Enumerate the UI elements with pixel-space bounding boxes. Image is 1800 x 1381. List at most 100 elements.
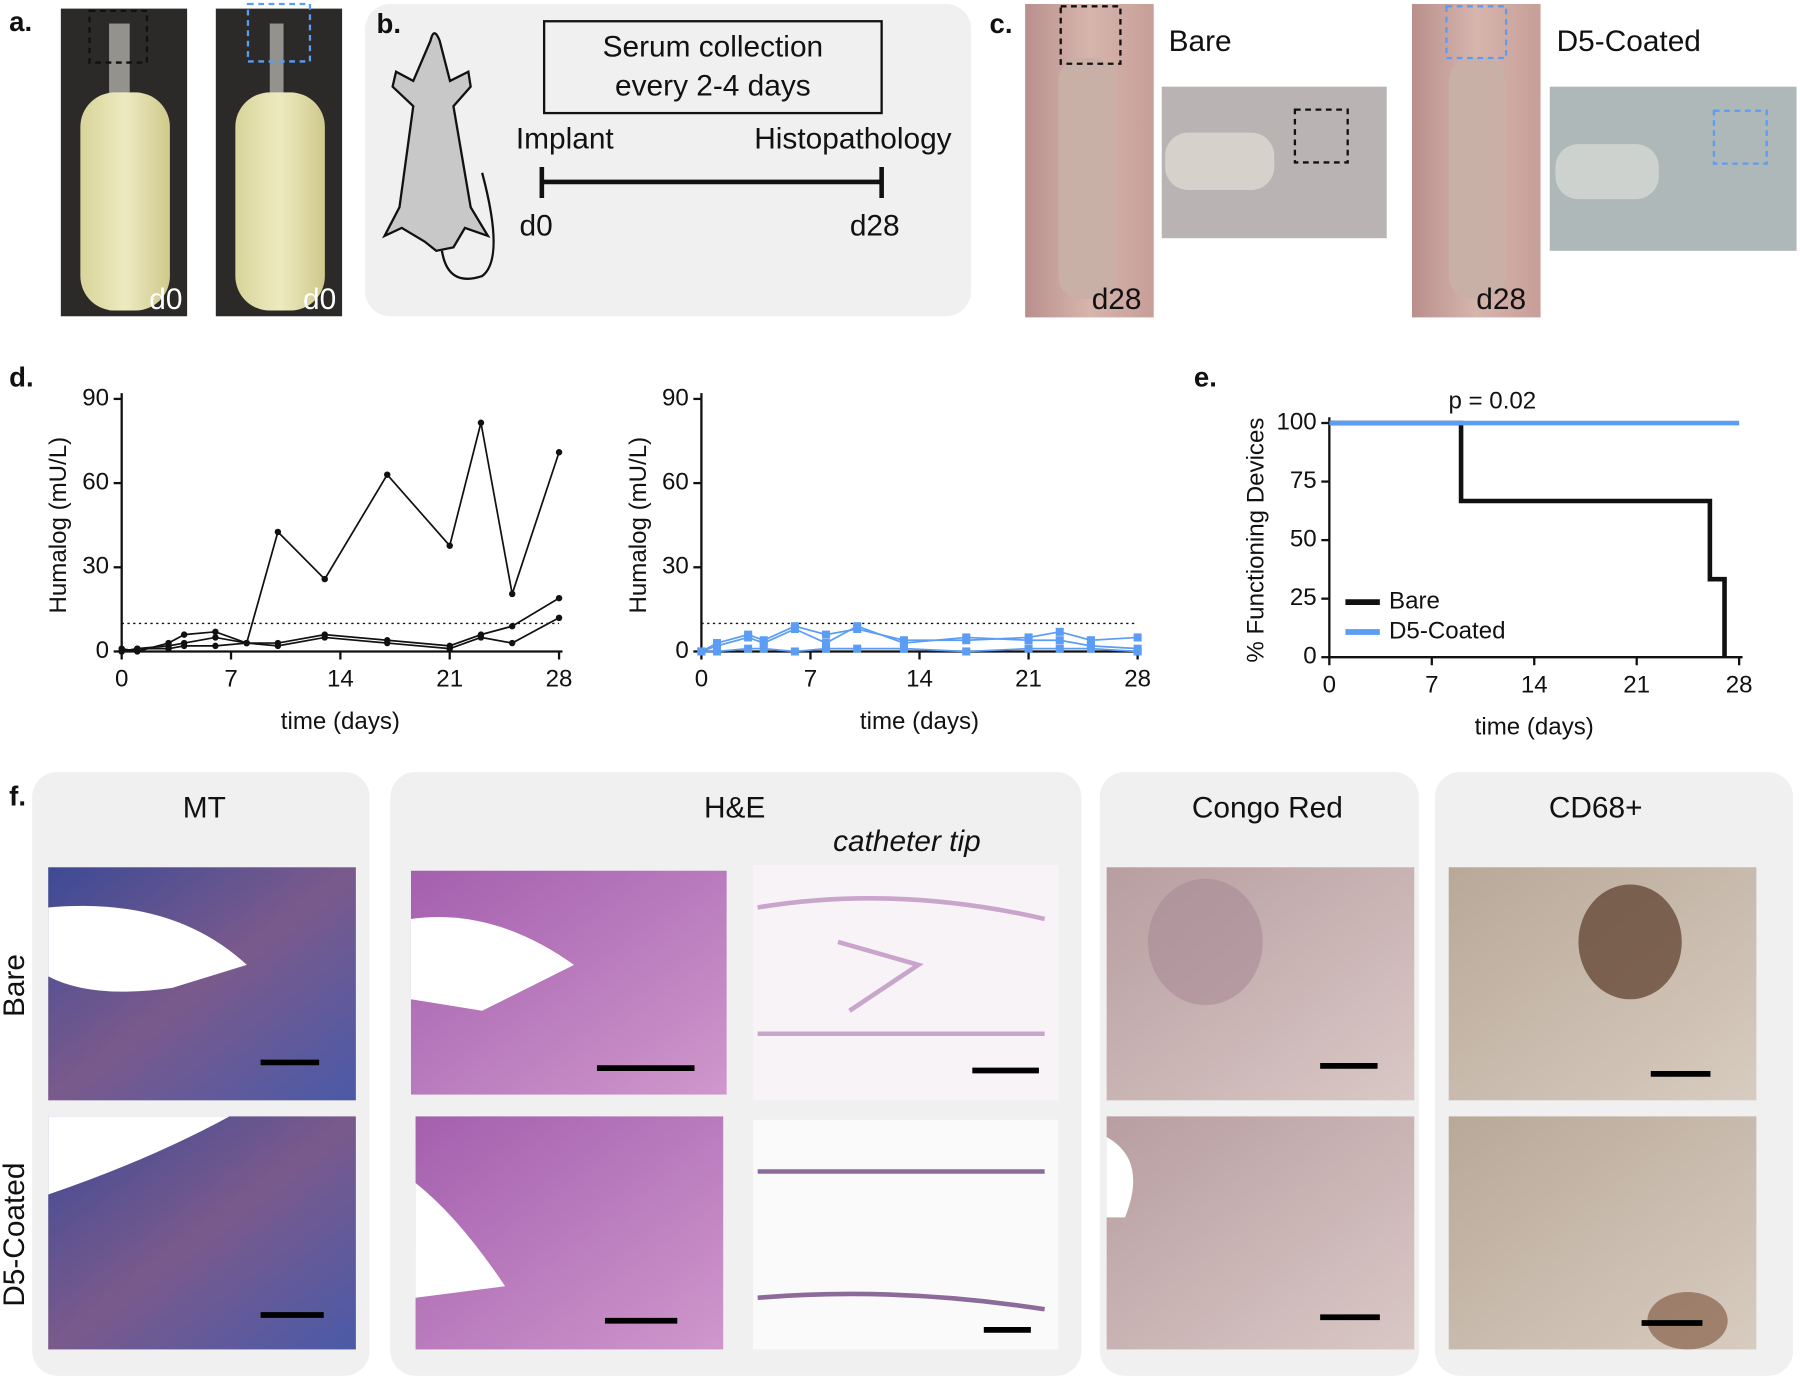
box-text: Serum collection [603, 31, 824, 64]
point [1086, 644, 1095, 653]
y-tick-label: 0 [1303, 643, 1316, 670]
point [759, 644, 768, 653]
point [446, 542, 453, 549]
point [555, 449, 563, 456]
legend-label: Bare [1389, 587, 1440, 614]
point [555, 594, 563, 602]
x-tick-label: 14 [1521, 671, 1548, 698]
point [1055, 627, 1064, 636]
x-tick-label: 21 [1623, 671, 1650, 698]
panel-label: b. [377, 8, 401, 39]
point [962, 647, 971, 656]
column-title: Congo Red [1192, 792, 1343, 825]
point [697, 647, 706, 656]
point [212, 628, 219, 636]
panel-box [365, 4, 972, 317]
point [1133, 647, 1142, 656]
mouse-icon [381, 32, 491, 253]
point [180, 639, 188, 647]
x-tick-label: 14 [327, 666, 354, 693]
y-axis-label: % Functioning Devices [1242, 418, 1269, 663]
subcolumn-title: catheter tip [833, 825, 981, 858]
y-tick-label: 50 [1290, 525, 1317, 552]
mouse-tail [440, 172, 495, 280]
point [712, 641, 722, 650]
y-tick-label: 0 [96, 637, 109, 664]
x-tick-label: 14 [906, 666, 933, 693]
row-title: D5-Coated [0, 1163, 31, 1307]
point [1133, 633, 1142, 642]
x-tick-label: 7 [804, 666, 817, 693]
point [212, 634, 219, 641]
point [853, 644, 862, 653]
x-tick-label: 28 [546, 666, 573, 693]
y-tick-label: 90 [662, 384, 689, 411]
point [508, 639, 516, 647]
y-tick-label: 90 [82, 384, 109, 411]
y-axis-label: Humalog (mU/L) [45, 437, 72, 614]
photo [1025, 4, 1797, 318]
x-tick-label: 0 [115, 666, 128, 693]
y-axis-label: Humalog (mU/L) [625, 437, 652, 614]
point [822, 630, 831, 639]
point [759, 639, 768, 648]
point [508, 623, 516, 630]
point [790, 625, 799, 634]
point [899, 639, 908, 648]
point [508, 590, 516, 598]
x-axis-label: time (days) [281, 708, 400, 735]
y-tick-label: 100 [1277, 408, 1317, 435]
panel-label: e. [1194, 362, 1217, 393]
point [1086, 636, 1095, 645]
legend-label: D5-Coated [1389, 617, 1506, 644]
point [477, 634, 485, 641]
x-tick-label: 28 [1726, 671, 1753, 698]
point [321, 634, 328, 641]
point [822, 639, 831, 648]
photo-label: d28 [1092, 283, 1142, 316]
photo-label: d0 [303, 283, 336, 316]
y-tick-label: 0 [675, 637, 688, 664]
axis-line [700, 393, 1142, 653]
point [555, 614, 563, 622]
y-tick-label: 30 [82, 553, 109, 580]
photo [60, 2, 343, 317]
timeline [539, 167, 884, 199]
x-axis-label: time (days) [1475, 714, 1594, 741]
axis-line [120, 393, 563, 653]
point [212, 642, 219, 650]
point [962, 633, 971, 642]
timeline-label: Implant [516, 123, 615, 156]
point [790, 647, 799, 656]
point [384, 639, 391, 647]
timeline-day: d0 [520, 210, 553, 243]
group-title: Bare [1169, 25, 1232, 58]
annotation: p = 0.02 [1448, 388, 1536, 415]
point [243, 639, 250, 647]
y-tick-label: 30 [662, 553, 689, 580]
x-tick-label: 21 [1015, 666, 1042, 693]
point [853, 622, 862, 631]
group-title: D5-Coated [1557, 25, 1701, 58]
photo-label: d0 [149, 283, 182, 316]
text-box [542, 20, 883, 115]
x-tick-label: 7 [1425, 671, 1438, 698]
column-title: H&E [704, 792, 765, 825]
y-tick-label: 25 [1290, 584, 1317, 611]
histology-images [48, 864, 1757, 1350]
x-axis-label: time (days) [860, 708, 979, 735]
point [118, 648, 125, 655]
point [744, 644, 753, 653]
point [446, 645, 453, 652]
x-tick-label: 21 [436, 666, 463, 693]
row-title: Bare [0, 954, 31, 1017]
scale-bars [260, 1059, 1711, 1333]
point [274, 642, 282, 650]
point [822, 644, 831, 653]
point [165, 642, 172, 650]
point [1055, 636, 1064, 645]
point [1024, 644, 1033, 653]
column-title: CD68+ [1549, 792, 1643, 825]
